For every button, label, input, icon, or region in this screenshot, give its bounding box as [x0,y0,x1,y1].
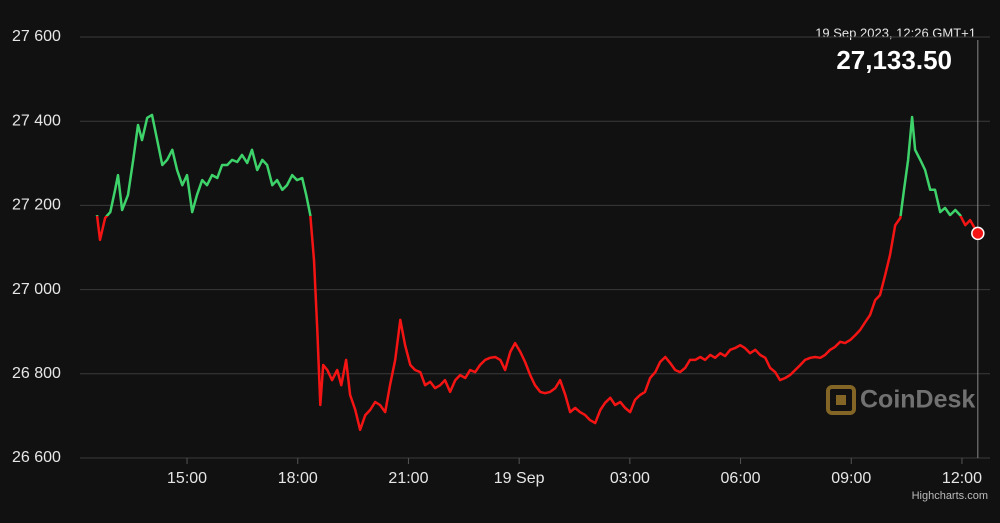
x-tick-label: 21:00 [388,470,428,487]
x-tick-label: 19 Sep [494,470,545,487]
watermark-text: CoinDesk [860,386,975,414]
watermark: CoinDesk [826,385,975,415]
y-tick-label: 27 200 [12,197,61,214]
x-tick-label: 03:00 [610,470,650,487]
y-tick-label: 27 600 [12,28,61,45]
x-tick-label: 18:00 [278,470,318,487]
credits: Highcharts.com [912,490,988,502]
price-line [95,113,979,432]
tooltip-value: 27,133.50 [836,45,952,75]
x-tick-label: 06:00 [721,470,761,487]
x-tick-label: 09:00 [831,470,871,487]
y-tick-label: 27 000 [12,281,61,298]
y-tick-label: 26 800 [12,365,61,382]
x-tick-label: 12:00 [942,470,982,487]
x-tick-label: 15:00 [167,470,207,487]
y-tick-label: 26 600 [12,449,61,466]
tooltip-label: 19 Sep 2023, 12:26 GMT+1 [815,25,976,40]
last-point-marker [971,226,985,241]
y-tick-label: 27 400 [12,112,61,129]
